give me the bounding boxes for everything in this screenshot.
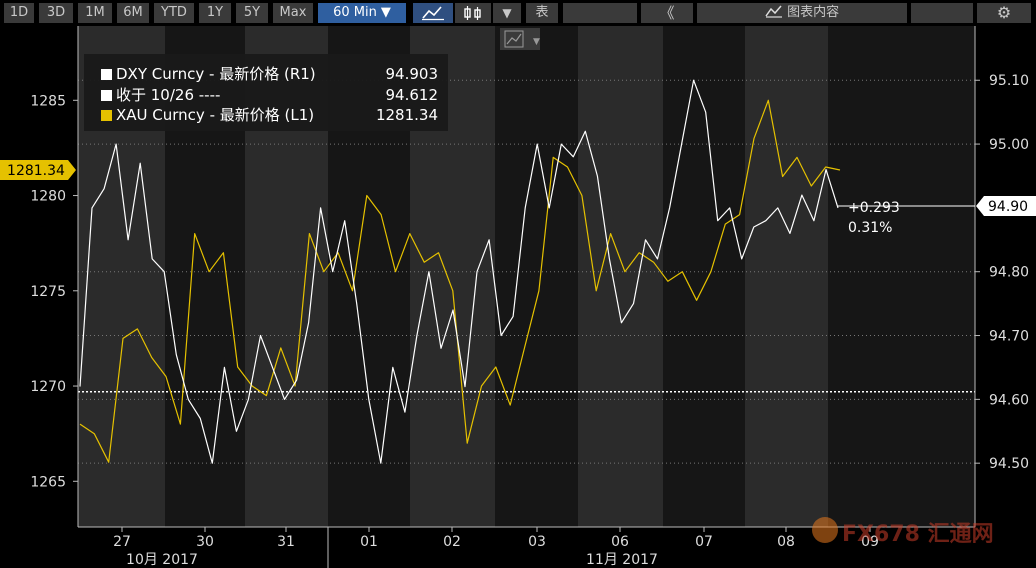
x-tick-label: 01: [360, 534, 378, 550]
session-band: [828, 26, 975, 527]
x-tick-label: 06: [611, 534, 629, 550]
right-current-value-tag: [976, 195, 1036, 216]
chart-type-dropdown-icon[interactable]: ▼: [493, 3, 521, 23]
month-label: 11月 2017: [586, 552, 658, 568]
candlestick-icon[interactable]: [455, 3, 491, 23]
legend-value-close: 94.612: [385, 86, 439, 104]
legend-name-xau: XAU Curncy - 最新价格 (L1): [116, 106, 315, 124]
right-current-value-label: 94.90: [988, 199, 1028, 215]
toolbar: 1D 3D 1M 6M YTD 1Y 5Y Max 60 Min ▼ ▼ 表 《…: [0, 0, 1036, 26]
x-tick-label: 02: [443, 534, 461, 550]
legend-row-dxy[interactable]: DXY Curncy - 最新价格 (R1) 94.903: [84, 64, 448, 84]
right-tick-label: 95.10: [989, 73, 1029, 89]
range-1m-button[interactable]: 1M: [78, 3, 112, 23]
line-chart-icon[interactable]: [413, 3, 453, 23]
series-lines: [79, 79, 975, 464]
range-ytd-button[interactable]: YTD: [154, 3, 194, 23]
right-tick-label: 94.80: [989, 265, 1029, 281]
mini-chart-icon: [504, 30, 524, 48]
x-tick-label: 03: [528, 534, 546, 550]
watermark-logo-icon: [812, 517, 838, 543]
left-tick-label: 1285: [30, 93, 66, 109]
right-axis-panel: [975, 26, 1036, 527]
legend-value-xau: 1281.34: [375, 106, 438, 124]
x-tick-label: 09: [861, 534, 879, 550]
series-line-xau: [79, 99, 841, 463]
collapse-panel-button[interactable]: 《: [641, 3, 693, 23]
change-abs-label: +0.293: [848, 200, 900, 216]
chart-content-label: 图表内容: [787, 5, 840, 20]
range-6m-button[interactable]: 6M: [117, 3, 149, 23]
chart-content-icon: [765, 5, 787, 20]
legend-row-close[interactable]: 收于 10/26 ---- 94.612: [84, 85, 448, 105]
range-3d-button[interactable]: 3D: [39, 3, 73, 23]
right-tick-label: 95.00: [989, 137, 1029, 153]
legend-name-close: 收于 10/26 ----: [116, 86, 221, 104]
svg-text:▼: ▼: [533, 37, 540, 47]
legend-name-dxy: DXY Curncy - 最新价格 (R1): [116, 65, 316, 83]
left-tick-label: 1270: [30, 379, 66, 395]
range-1y-button[interactable]: 1Y: [199, 3, 231, 23]
toolbar-spacer: [563, 3, 637, 23]
session-band: [578, 26, 663, 527]
right-tick-label: 94.50: [989, 456, 1029, 472]
chart-content-button[interactable]: 图表内容: [697, 3, 907, 23]
left-tick-label: 1275: [30, 284, 66, 300]
legend-swatch-dxy: [101, 69, 112, 80]
x-tick-label: 08: [777, 534, 795, 550]
table-button[interactable]: 表: [526, 3, 558, 23]
session-band: [663, 26, 745, 527]
left-tick-label: 1265: [30, 474, 66, 490]
change-pct-label: 0.31%: [848, 220, 892, 236]
toolbar-spacer-2: [911, 3, 973, 23]
legend-row-xau[interactable]: XAU Curncy - 最新价格 (L1) 1281.34: [84, 105, 448, 125]
range-5y-button[interactable]: 5Y: [236, 3, 268, 23]
x-tick-label: 27: [113, 534, 131, 550]
range-1d-button[interactable]: 1D: [4, 3, 34, 23]
right-tick-label: 94.60: [989, 392, 1029, 408]
left-tick-label: 1280: [30, 189, 66, 205]
range-max-button[interactable]: Max: [273, 3, 313, 23]
watermark: FX678 汇通网: [842, 522, 994, 547]
right-tick-label: 94.70: [989, 329, 1029, 345]
series-line-dxy: [79, 79, 839, 464]
x-tick-label: 31: [277, 534, 295, 550]
x-tick-label: 30: [196, 534, 214, 550]
gridlines: [78, 79, 975, 464]
legend-swatch-xau: [101, 110, 112, 121]
settings-gear-icon[interactable]: ⚙: [977, 3, 1031, 23]
left-current-value-label: 1281.34: [7, 163, 65, 179]
left-current-value-tag: [0, 160, 76, 181]
month-label: 10月 2017: [126, 552, 198, 568]
legend-value-dxy: 94.903: [385, 65, 439, 83]
chart-legend: DXY Curncy - 最新价格 (R1) 94.903 收于 10/26 -…: [84, 54, 448, 131]
interval-dropdown[interactable]: 60 Min ▼: [318, 3, 406, 23]
session-band: [495, 26, 578, 527]
axis-labels: 1265 1270 1275 1280 1285 94.50 94.60 94.70 94.80…: [0, 73, 1036, 568]
mini-chart-toggle[interactable]: ▼: [500, 28, 540, 50]
x-tick-label: 07: [695, 534, 713, 550]
session-band: [745, 26, 828, 527]
legend-swatch-close: [101, 90, 112, 101]
